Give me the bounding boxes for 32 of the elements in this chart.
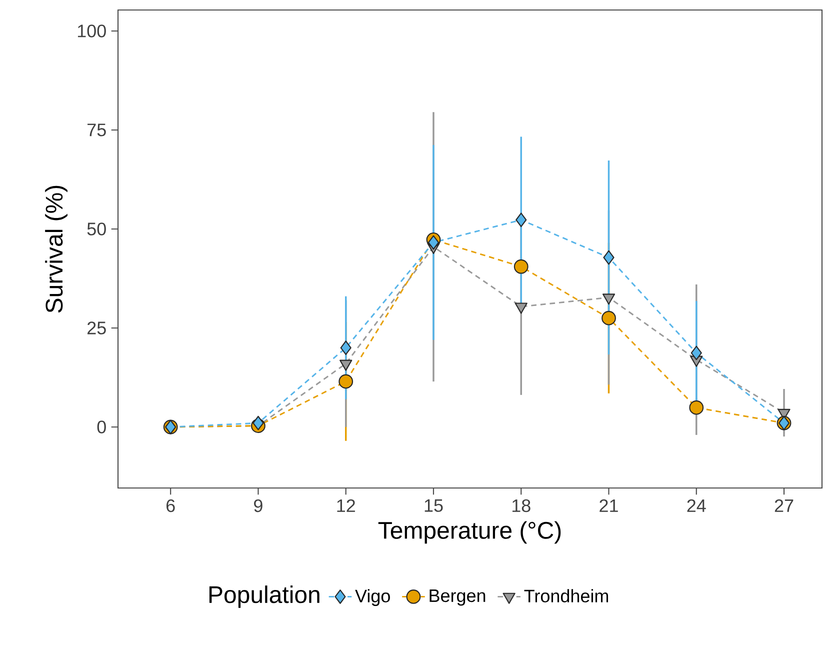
legend-title: Population <box>209 586 320 608</box>
x-tick-label: 24 <box>687 499 706 512</box>
y-tick-label: 50 <box>87 222 106 236</box>
x-tick-label: 18 <box>512 499 530 512</box>
y-tick-label: 25 <box>88 322 106 334</box>
x-tick-label: 12 <box>337 499 355 512</box>
x-tick-label: 15 <box>424 499 443 512</box>
y-tick-label: 0 <box>97 420 106 434</box>
x-tick-label: 27 <box>774 499 794 512</box>
point <box>602 294 616 305</box>
point <box>514 302 528 314</box>
point <box>602 310 616 326</box>
point <box>340 360 352 371</box>
y-tick-label: 75 <box>88 124 106 136</box>
point <box>338 374 354 389</box>
x-tick-label: 6 <box>166 499 175 512</box>
point <box>516 212 527 228</box>
x-tick-label: 9 <box>254 499 262 512</box>
point <box>690 346 702 360</box>
x-tick-label: 21 <box>600 499 618 512</box>
legend-label: Vigo <box>355 589 390 606</box>
point <box>603 250 614 265</box>
x-axis-title: Temperature (°C) <box>378 521 561 544</box>
point <box>340 340 352 355</box>
y-tick-label: 100 <box>78 24 106 38</box>
point <box>428 235 440 250</box>
point <box>252 416 264 430</box>
legend-label: Trondheim <box>524 589 608 602</box>
point <box>689 400 704 415</box>
point <box>514 259 528 274</box>
legend-label: Bergen <box>430 590 486 606</box>
y-axis-title: Survival (%) <box>45 186 68 313</box>
